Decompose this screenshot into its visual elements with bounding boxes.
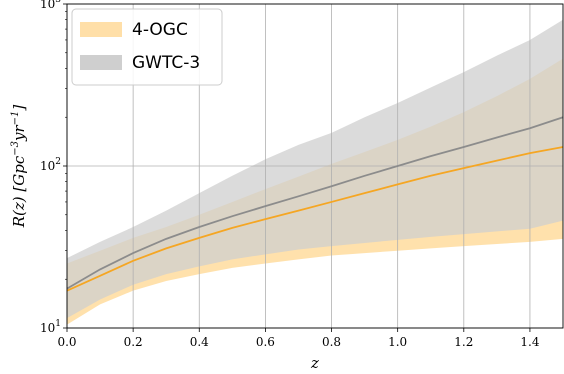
- band-gwtc-3: [67, 19, 563, 319]
- legend: 4-OGC GWTC-3: [71, 8, 223, 86]
- y-tick-label-0: 101: [40, 319, 61, 335]
- y-tick-label-base: 10: [40, 159, 55, 173]
- legend-label-gwtc-3: GWTC-3: [132, 53, 200, 73]
- legend-swatch-4-ogc: [80, 22, 122, 37]
- median-lines-layer: [66, 116, 564, 292]
- x-tick-label-7: 1.4: [520, 335, 539, 349]
- y-axis-label-exponent: −1: [10, 111, 21, 126]
- x-tick-label-4: 0.8: [322, 335, 341, 349]
- x-tick-label-0: 0.0: [57, 335, 76, 349]
- y-axis-label-end: ]: [10, 105, 28, 112]
- x-tick-label-1: 0.2: [124, 335, 143, 349]
- legend-label-4-ogc: 4-OGC: [132, 20, 188, 40]
- x-tick-label-5: 1.0: [388, 335, 407, 349]
- median-line-4-ogc: [66, 146, 564, 292]
- y-tick-label-exponent: 2: [55, 157, 61, 167]
- y-tick-label-exponent: 3: [55, 0, 61, 5]
- y-tick-label-base: 10: [40, 0, 55, 11]
- legend-swatch-gwtc-3: [80, 55, 122, 70]
- y-tick-label-exponent: 1: [55, 319, 61, 329]
- y-axis-label-main: R(z) [Gpc: [10, 155, 28, 228]
- y-axis-label-unit: yr: [10, 125, 28, 142]
- median-line-gwtc-3: [66, 116, 564, 290]
- y-tick-label-base: 10: [40, 321, 55, 335]
- y-axis-label: R(z) [Gpc−3yr−1]: [10, 105, 28, 229]
- x-axis-label: z: [310, 354, 319, 372]
- x-tick-label-2: 0.4: [190, 335, 209, 349]
- y-tick-label-1: 102: [40, 157, 61, 173]
- x-tick-label-6: 1.2: [454, 335, 473, 349]
- y-tick-label-2: 103: [40, 0, 61, 11]
- x-tick-label-3: 0.6: [256, 335, 275, 349]
- y-axis-label-exponent: −3: [10, 141, 21, 156]
